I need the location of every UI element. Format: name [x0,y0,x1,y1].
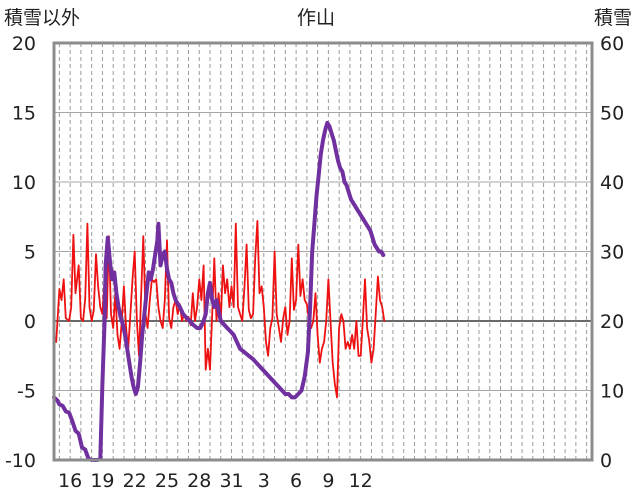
y-tick-label-right: 60 [600,33,624,55]
x-tick-label: 16 [58,470,82,492]
x-tick-label: 9 [322,470,334,492]
x-tick-label: 3 [258,470,270,492]
y-tick-label-left: -5 [17,381,36,403]
x-tick-label: 31 [219,470,243,492]
series-layer [52,120,386,462]
y-tick-label-left: -10 [5,450,36,472]
y-tick-label-left: 10 [12,172,36,194]
right-axis-title: 積雪 [594,7,632,29]
y-tick-label-right: 40 [600,172,624,194]
y-tick-label-left: 0 [24,311,36,333]
x-tick-label: 25 [155,470,179,492]
chart-title: 作山 [297,7,335,29]
y-tick-label-right: 30 [600,242,624,264]
x-tick-label: 22 [123,470,147,492]
y-tick-label-left: 5 [24,242,36,264]
y-tick-label-right: 20 [600,311,624,333]
y-tick-label-right: 50 [600,103,624,125]
y-tick-label-left: 15 [12,103,36,125]
plot-frame [52,41,594,462]
y-tick-label-right: 10 [600,381,624,403]
series-line-snow [52,120,386,462]
x-tick-label: 19 [90,470,114,492]
y-tick-label-right: 0 [600,450,612,472]
x-tick-label: 6 [290,470,302,492]
x-tick-label: 28 [187,470,211,492]
y-tick-label-left: 20 [12,33,36,55]
left-axis-title: 積雪以外 [4,7,80,29]
x-tick-label: 12 [349,470,373,492]
